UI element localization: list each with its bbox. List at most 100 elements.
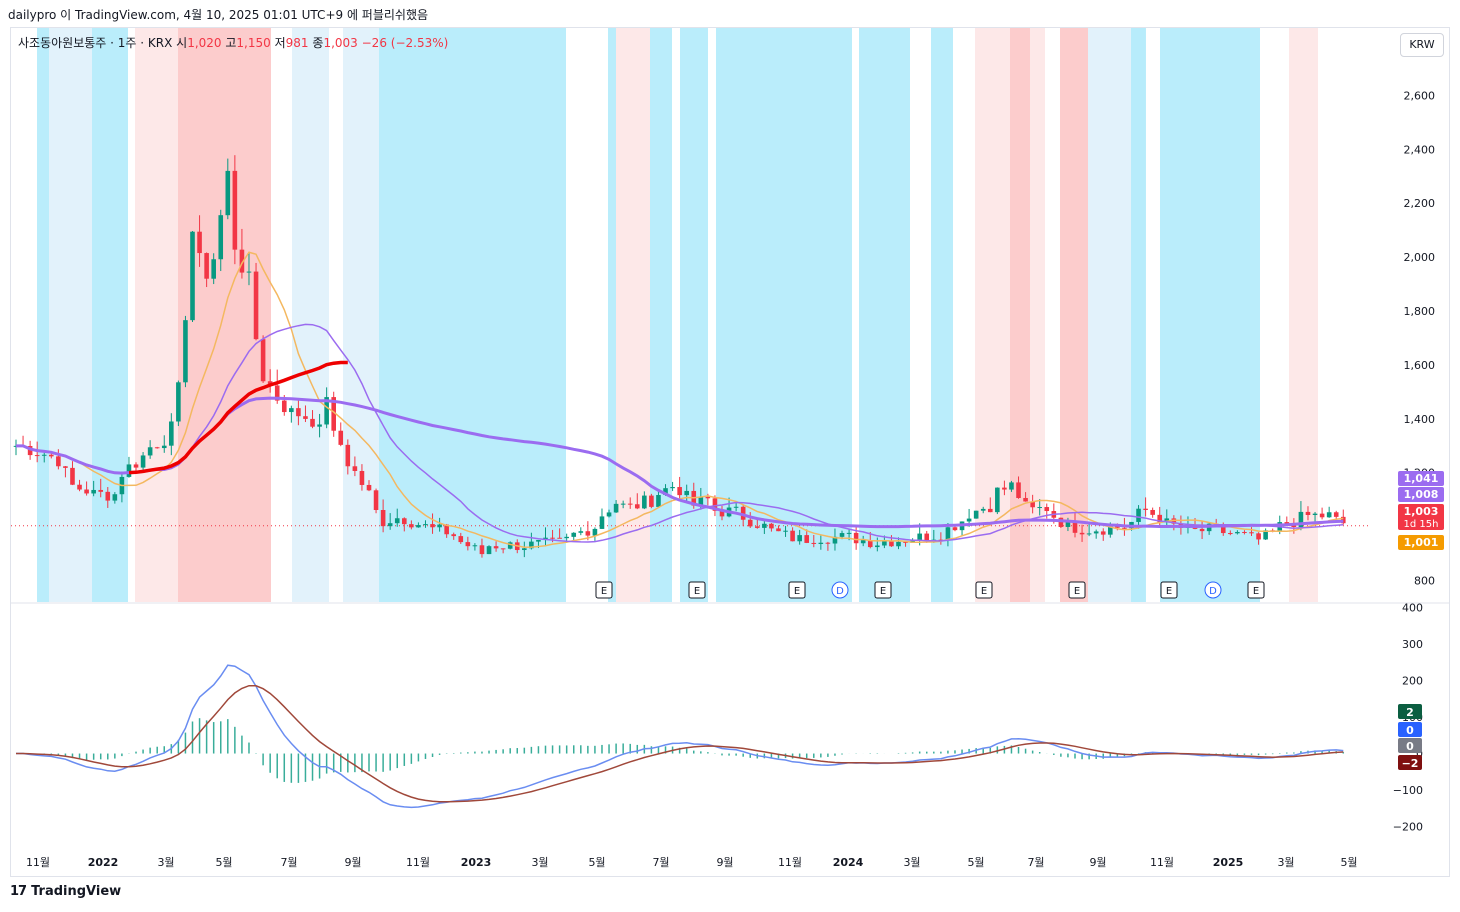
signal-band: [1060, 28, 1088, 602]
signal-band: [650, 28, 672, 602]
candle-body: [500, 548, 506, 550]
high-value: 1,150: [236, 36, 271, 50]
signal-band: [716, 28, 852, 602]
candle-body: [352, 466, 358, 471]
candle-body: [945, 527, 951, 540]
time-tick-label: 9월: [344, 856, 361, 869]
macd-value-label-text: 0: [1406, 740, 1414, 753]
earnings-marker: [788, 581, 806, 599]
candle-body: [169, 421, 174, 446]
candle-body: [1136, 508, 1141, 522]
price-tick-label: 1,800: [1404, 305, 1436, 318]
candle-body: [564, 536, 569, 539]
candle-body: [924, 533, 930, 542]
ma-red-line: [128, 360, 348, 475]
candle-body: [289, 408, 294, 413]
candle-body: [225, 170, 231, 216]
price-tick-label: 2,200: [1404, 197, 1436, 210]
candle-body: [776, 528, 781, 532]
change-value: −26 (−2.53%): [361, 36, 449, 50]
candle-body: [649, 495, 654, 507]
candle-body: [1164, 518, 1170, 523]
candle-body: [670, 487, 675, 489]
signal-band: [680, 28, 708, 602]
earnings-marker: [975, 581, 993, 599]
time-tick-label: 5월: [1340, 856, 1357, 869]
candle-body: [1340, 516, 1346, 524]
candle-body: [423, 524, 428, 526]
candle-body: [804, 535, 810, 543]
candle-body: [889, 541, 894, 547]
candle-body: [176, 382, 181, 422]
candle-body: [627, 503, 633, 505]
candle-body: [133, 464, 139, 468]
candle-body: [274, 385, 280, 401]
candle-body: [762, 523, 767, 528]
earnings-marker-label: E: [880, 586, 886, 597]
candle-body: [677, 487, 682, 496]
candle-body: [1249, 532, 1254, 534]
candle-body: [747, 519, 753, 527]
candle-body: [324, 397, 329, 425]
close-value: 1,003: [323, 36, 358, 50]
time-tick-label: 2023: [461, 856, 492, 869]
candle-body: [366, 484, 372, 491]
candle-body: [493, 546, 499, 549]
macd-tick-label: −200: [1393, 820, 1423, 833]
macd-line: [16, 664, 1344, 809]
earnings-marker: [1247, 581, 1265, 599]
candle-body: [98, 489, 104, 492]
candle-body: [853, 532, 859, 544]
candle-body: [380, 510, 386, 527]
candle-body: [190, 231, 195, 321]
price-tick-label: 2,400: [1404, 143, 1436, 156]
signal-band: [37, 28, 49, 602]
symbol-legend: 사조동아원보통주 · 1주 · KRX 시1,020 고1,150 저981 종…: [18, 34, 448, 51]
candle-body: [522, 548, 527, 551]
signal-band: [49, 28, 92, 602]
signal-band: [1160, 28, 1260, 602]
candle-body: [140, 455, 146, 468]
price-axis-label: [1398, 535, 1444, 550]
time-tick-label: 11월: [406, 856, 430, 869]
candle-body: [458, 536, 464, 543]
earnings-marker-label: E: [1253, 586, 1259, 597]
currency-button[interactable]: KRW: [1400, 33, 1444, 57]
macd-value-label: [1398, 704, 1422, 719]
candle-body: [1298, 511, 1304, 527]
price-axis-label-text: 1,041: [1404, 472, 1439, 485]
candle-body: [592, 528, 598, 536]
candle-body: [1030, 501, 1035, 508]
candle-body: [49, 454, 54, 457]
earnings-marker: [1160, 581, 1178, 599]
candle-body: [147, 447, 153, 456]
macd-value-label-text: 0: [1406, 724, 1414, 737]
time-tick-label: 2025: [1213, 856, 1244, 869]
candle-body: [860, 540, 866, 544]
footer-brand[interactable]: 17 TradingView: [10, 884, 121, 899]
time-tick-label: 11월: [778, 856, 802, 869]
macd-value-label-text: 2: [1406, 706, 1414, 719]
earnings-marker-label: E: [1074, 586, 1080, 597]
candle-body: [557, 537, 562, 539]
time-tick-label: 3월: [531, 856, 548, 869]
candle-body: [253, 271, 259, 340]
candle-body: [606, 512, 612, 517]
high-label: 고: [225, 36, 237, 50]
candle-body: [620, 503, 626, 505]
candle-body: [310, 418, 315, 427]
candle-body: [1065, 521, 1071, 527]
candle-body: [154, 447, 160, 449]
price-axis-label: [1398, 487, 1444, 502]
candle-body: [1157, 514, 1163, 523]
candle-body: [394, 518, 400, 524]
candle-body: [1115, 526, 1120, 528]
candle-body: [705, 496, 711, 499]
axes: 2,8002,6002,4002,2002,0001,8001,6001,400…: [26, 35, 1444, 869]
time-tick-label: 2024: [833, 856, 864, 869]
candle-body: [211, 259, 216, 279]
candle-body: [1108, 526, 1113, 535]
price-axis-label: [1398, 471, 1444, 486]
